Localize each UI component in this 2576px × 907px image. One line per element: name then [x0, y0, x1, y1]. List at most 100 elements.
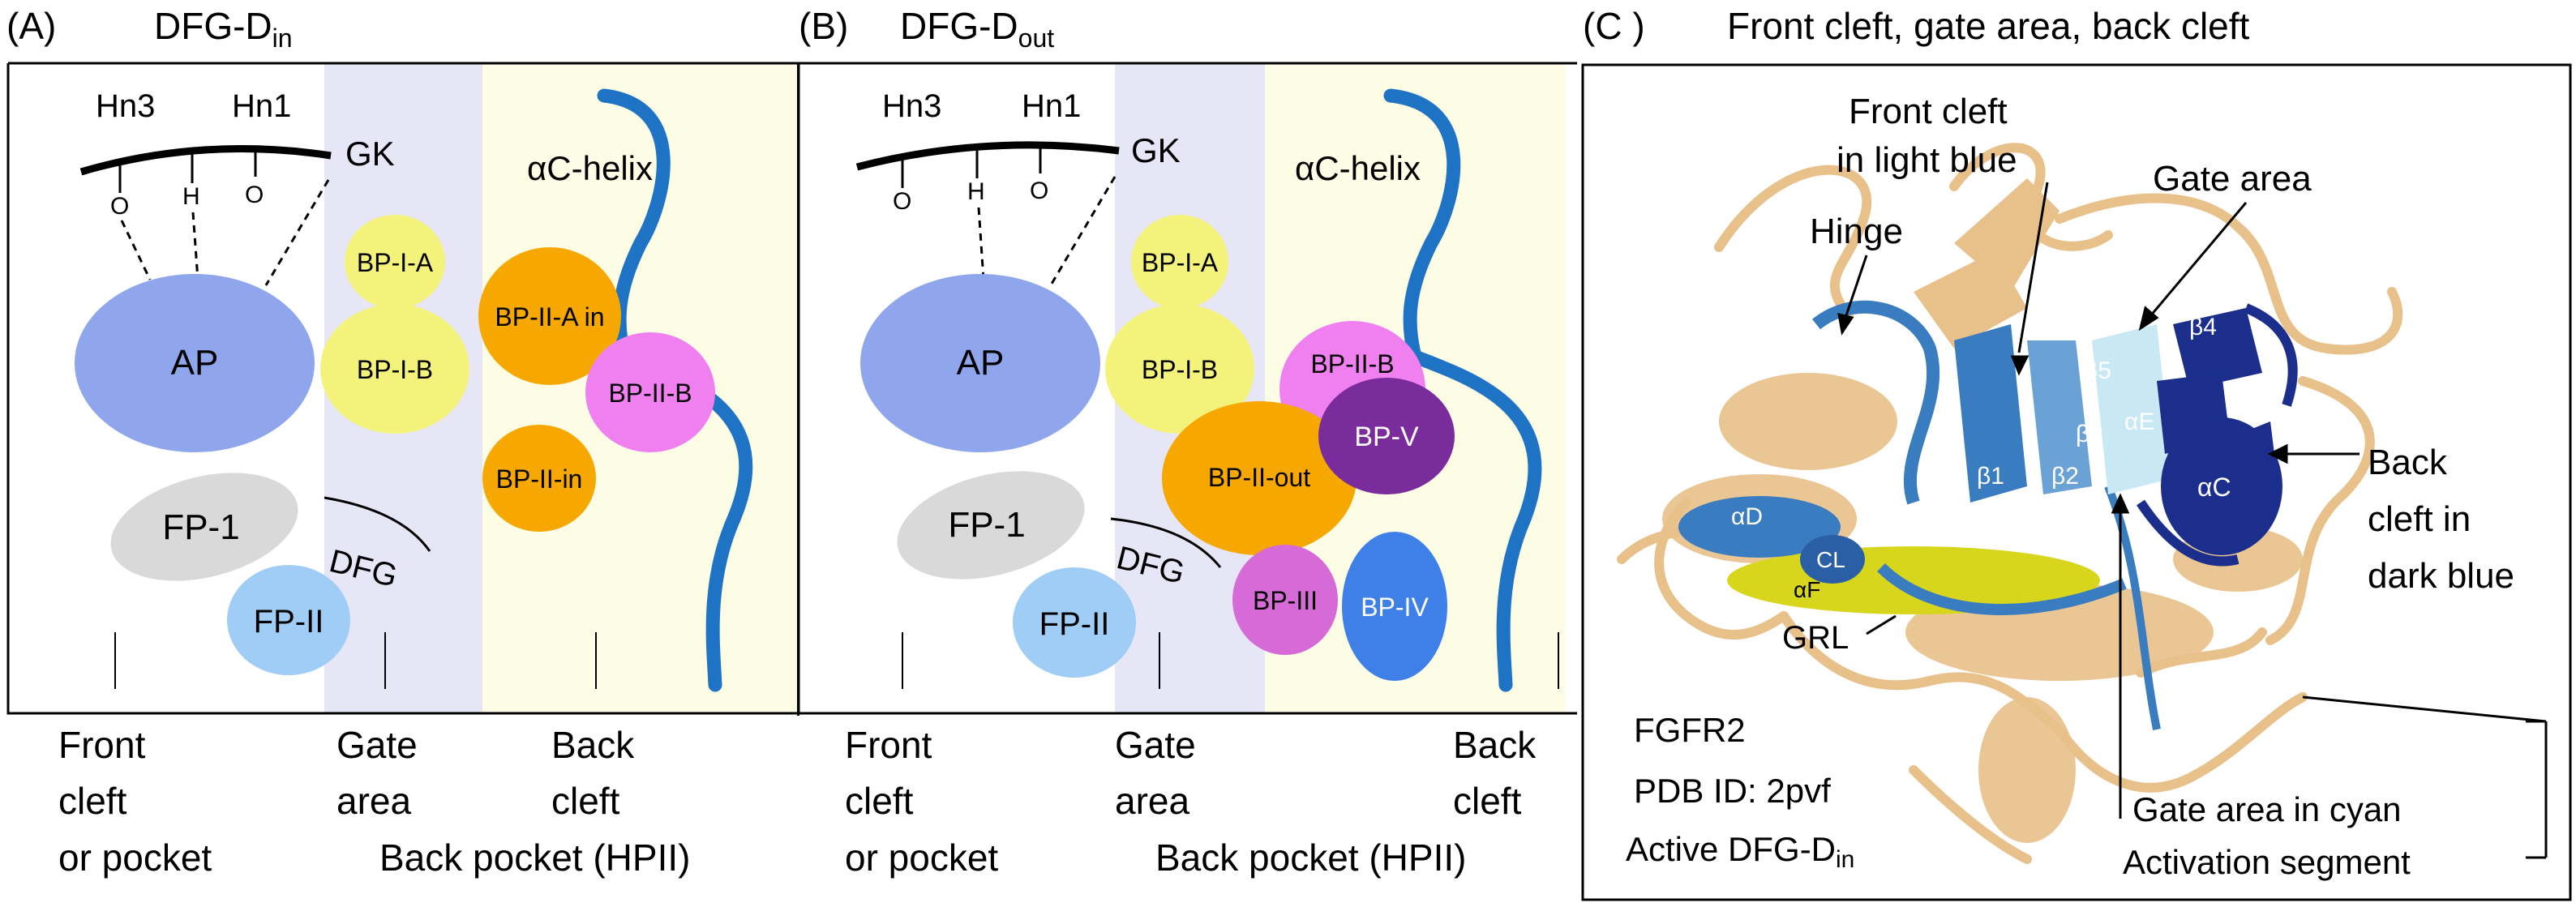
panel-a-frame-bottom	[6, 63, 799, 715]
o-atom-1: O	[110, 193, 129, 220]
front-line-2: cleft	[845, 780, 914, 822]
bp2a-label: BP-II-A in	[495, 302, 604, 332]
front-line-3: or pocket	[845, 836, 998, 879]
b4-label: β4	[2189, 314, 2217, 340]
bp3-label: BP-III	[1253, 586, 1318, 615]
b5-label: β5	[2084, 357, 2111, 384]
back-line-1: Back	[1453, 724, 1537, 766]
back-cleft-line-3: dark blue	[2368, 556, 2514, 596]
hn3-label: Hn3	[882, 88, 941, 124]
dfg-arc	[1110, 517, 1222, 568]
ap-label: AP	[957, 343, 1005, 383]
front-line-2: cleft	[58, 780, 127, 822]
fp1-label: FP-1	[948, 505, 1025, 545]
ap-label: AP	[171, 343, 219, 383]
back-cleft-line-2: cleft in	[2368, 499, 2471, 539]
gate-line-2: area	[1115, 780, 1189, 822]
gate-line-2: area	[336, 780, 411, 822]
bpv-label: BP-V	[1354, 421, 1419, 452]
front-line-1: Front	[845, 724, 932, 766]
front-cleft-line-1: Front cleft	[1849, 92, 2008, 131]
bp1b-pocket	[1105, 304, 1254, 434]
gate-area-shape	[2092, 324, 2173, 494]
hn1-label: Hn1	[232, 88, 291, 124]
b1-label: β1	[1977, 463, 2004, 490]
b3-label: β3	[2076, 421, 2103, 447]
helix-label: αC-helix	[1295, 149, 1421, 187]
hinge-label: Hinge	[1810, 212, 1903, 251]
bp2in-pocket	[482, 425, 596, 532]
bpv-pocket	[1318, 378, 1455, 494]
bp2a-pocket	[478, 247, 621, 385]
cl-label: CL	[1816, 547, 1845, 572]
panel-a-title-sub: in	[272, 24, 293, 53]
panel-a-letter: (A)	[6, 5, 56, 47]
panel-c: (C ) Front cleft, gate area, back cleft	[1581, 5, 2572, 901]
back-pocket-label: Back pocket (HPII)	[1155, 836, 1466, 879]
back-line-2: cleft	[1453, 780, 1522, 822]
panel-a: (A) DFG-Din Hn3 Hn1 GK O H O AP FP-1 FP-…	[6, 5, 800, 879]
back-cleft-line-1: Back	[2368, 443, 2448, 482]
fp1-pocket	[897, 471, 1085, 580]
h-atom: H	[182, 183, 200, 210]
h-atom: H	[967, 178, 985, 205]
bp1a-label: BP-I-A	[357, 248, 434, 277]
hbond-2	[191, 212, 199, 280]
ad-label: αD	[1731, 503, 1763, 530]
bp4-label: BP-IV	[1361, 593, 1429, 622]
gk-label: GK	[345, 135, 395, 173]
protein-structure	[1617, 143, 2403, 864]
b2-label: β2	[2051, 463, 2079, 490]
fp1-label: FP-1	[162, 507, 239, 547]
gate-cyan-label: Gate area in cyan	[2132, 790, 2402, 828]
panel-c-letter: (C )	[1583, 5, 1645, 47]
back-pocket-label: Back pocket (HPII)	[379, 836, 690, 879]
panel-b-title: DFG-Dout	[900, 5, 1054, 53]
panel-c-frame	[1581, 63, 2572, 901]
hn3-label: Hn3	[96, 88, 155, 124]
bp1b-label: BP-I-B	[357, 355, 433, 384]
helix-label: αC-helix	[527, 149, 653, 187]
fp2-pocket	[1013, 567, 1136, 678]
hbond-3	[1050, 176, 1117, 285]
back-cleft-shapes	[2137, 303, 2298, 567]
ap-pocket	[75, 274, 315, 452]
o-atom-2: O	[245, 182, 264, 208]
hbond-3	[264, 179, 330, 286]
hbond-2	[977, 207, 985, 280]
front-line-1: Front	[58, 724, 146, 766]
bp1a-pocket	[1131, 215, 1228, 309]
gate-line-1: Gate	[1115, 724, 1196, 766]
pdb-label: PDB ID: 2pvf	[1634, 772, 1831, 810]
panel-a-title: DFG-Din	[154, 5, 293, 53]
ac-helix	[1383, 88, 1542, 692]
dfg-arc	[324, 496, 431, 552]
front-cleft-line-2: in light blue	[1837, 140, 2017, 180]
fp2-label: FP-II	[1039, 606, 1110, 642]
panel-b-letter: (B)	[799, 5, 848, 47]
ac-label: αC	[2197, 473, 2231, 502]
grl-label: GRL	[1782, 620, 1849, 656]
panel-divider	[797, 63, 799, 716]
hinge-backbone	[855, 141, 1120, 171]
hbond-1	[120, 220, 152, 280]
bp2b-pocket	[585, 332, 715, 452]
bp2b-label: BP-II-B	[1310, 349, 1394, 379]
bp4-pocket	[1342, 532, 1447, 681]
bp1a-pocket	[345, 215, 445, 309]
o-atom-2: O	[1030, 178, 1048, 204]
active-label-sub: in	[1836, 846, 1854, 873]
active-label: Active DFG-Din	[1626, 830, 1854, 873]
ap-pocket	[860, 274, 1100, 452]
bp2b-label: BP-II-B	[608, 379, 692, 408]
gate-area-label: Gate area	[2153, 159, 2312, 199]
bp2out-pocket	[1162, 401, 1357, 555]
hn1-label: Hn1	[1022, 88, 1081, 124]
fgfr2-label: FGFR2	[1634, 711, 1746, 749]
ae-label: αE	[2124, 409, 2154, 435]
front-cleft-shapes	[1678, 300, 2161, 730]
panel-a-title-main: DFG-D	[154, 5, 272, 47]
panel-b-title-sub: out	[1018, 24, 1055, 53]
bp3-pocket	[1232, 545, 1338, 655]
front-line-3: or pocket	[58, 836, 212, 879]
